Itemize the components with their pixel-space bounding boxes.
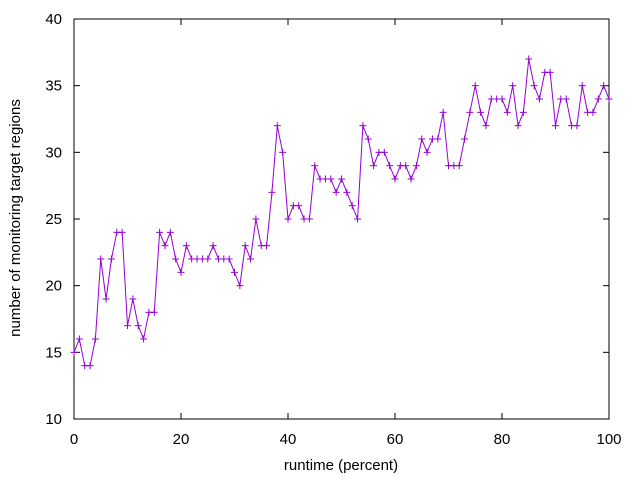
data-point-marker xyxy=(75,335,83,343)
data-point-marker xyxy=(359,122,367,130)
data-point-marker xyxy=(129,295,137,303)
data-point-marker xyxy=(509,82,517,90)
data-point-marker xyxy=(279,148,287,156)
x-tick-label: 0 xyxy=(70,431,78,448)
data-point-marker xyxy=(552,122,559,130)
data-point-marker xyxy=(600,82,608,90)
data-point-marker xyxy=(107,255,115,263)
data-point-marker xyxy=(498,95,506,103)
data-point-marker xyxy=(514,122,522,130)
data-point-marker xyxy=(166,228,174,236)
y-tick-label: 35 xyxy=(45,78,62,95)
data-point-marker xyxy=(348,202,356,210)
x-tick-label: 40 xyxy=(280,431,297,448)
data-point-marker xyxy=(503,108,511,116)
data-point-marker xyxy=(182,242,190,250)
data-point-marker xyxy=(332,188,340,196)
data-point-marker xyxy=(546,68,554,76)
data-point-marker xyxy=(391,175,399,183)
data-point-marker xyxy=(562,95,570,103)
data-point-marker xyxy=(407,175,415,183)
data-point-marker xyxy=(97,255,105,263)
data-point-marker xyxy=(525,55,533,63)
data-point-marker xyxy=(578,82,586,90)
data-point-marker xyxy=(338,175,345,183)
x-tick-label: 100 xyxy=(596,431,621,448)
data-point-marker xyxy=(311,162,319,170)
data-point-marker xyxy=(327,175,335,183)
data-point-marker xyxy=(370,162,378,170)
tick-labels-group: 0 20 40 60 80 100 10 15 20 25 30 35 40 xyxy=(45,11,621,448)
y-tick-label: 20 xyxy=(45,278,62,295)
x-tick-label: 60 xyxy=(387,431,404,448)
data-point-marker xyxy=(354,215,362,223)
data-point-marker xyxy=(402,162,410,170)
data-point-marker xyxy=(305,215,313,223)
y-tick-label: 40 xyxy=(45,11,62,28)
y-tick-label: 10 xyxy=(45,411,62,428)
y-axis-label: number of monitoring target regions xyxy=(7,99,24,337)
data-point-marker xyxy=(589,108,597,116)
plot-frame xyxy=(73,18,610,420)
data-point-marker xyxy=(231,268,238,276)
y-tick-label: 30 xyxy=(45,144,62,161)
data-point-marker xyxy=(535,95,543,103)
ticks-group xyxy=(73,18,610,420)
y-tick-label: 15 xyxy=(45,344,62,361)
data-point-marker xyxy=(471,82,479,90)
data-point-marker xyxy=(102,295,110,303)
data-point-marker xyxy=(263,242,271,250)
data-point-marker xyxy=(423,148,431,156)
data-point-marker xyxy=(204,255,212,263)
data-point-marker xyxy=(134,322,142,330)
data-point-marker xyxy=(70,348,78,356)
data-point-marker xyxy=(461,135,469,143)
series-line xyxy=(73,58,610,367)
data-point-marker xyxy=(477,108,485,116)
series-group xyxy=(70,55,613,370)
data-point-marker xyxy=(412,162,420,170)
data-point-marker xyxy=(118,228,126,236)
plot-frame-group xyxy=(73,18,610,420)
data-point-marker xyxy=(380,148,388,156)
data-point-marker xyxy=(124,322,131,330)
data-point-marker xyxy=(236,282,244,290)
x-tick-label: 80 xyxy=(494,431,511,448)
data-point-marker xyxy=(284,215,292,223)
data-point-marker xyxy=(86,362,94,370)
data-point-marker xyxy=(273,122,281,130)
data-point-marker xyxy=(530,82,538,90)
data-point-marker xyxy=(241,242,249,250)
data-point-marker xyxy=(466,108,474,116)
data-point-marker xyxy=(386,162,394,170)
x-axis-label: runtime (percent) xyxy=(284,457,398,474)
data-point-marker xyxy=(343,188,351,196)
data-point-marker xyxy=(91,335,99,343)
data-point-marker xyxy=(172,255,180,263)
data-point-marker xyxy=(225,255,233,263)
data-point-marker xyxy=(268,188,276,196)
data-point-marker xyxy=(455,162,463,170)
data-point-marker xyxy=(295,202,303,210)
y-tick-label: 25 xyxy=(45,211,62,228)
data-point-marker xyxy=(161,242,169,250)
data-point-marker xyxy=(418,135,426,143)
data-point-marker xyxy=(434,135,442,143)
data-point-marker xyxy=(140,335,148,343)
data-point-marker xyxy=(209,242,217,250)
x-tick-label: 20 xyxy=(173,431,190,448)
data-point-marker xyxy=(605,95,613,103)
data-point-marker xyxy=(177,268,185,276)
data-point-marker xyxy=(150,308,158,316)
data-point-marker xyxy=(156,228,164,236)
data-point-marker xyxy=(252,215,260,223)
data-point-marker xyxy=(439,108,447,116)
data-point-marker xyxy=(594,95,602,103)
data-point-marker xyxy=(364,135,372,143)
data-point-marker xyxy=(482,122,490,130)
data-point-marker xyxy=(247,255,255,263)
data-point-marker xyxy=(519,108,527,116)
data-point-marker xyxy=(573,122,581,130)
